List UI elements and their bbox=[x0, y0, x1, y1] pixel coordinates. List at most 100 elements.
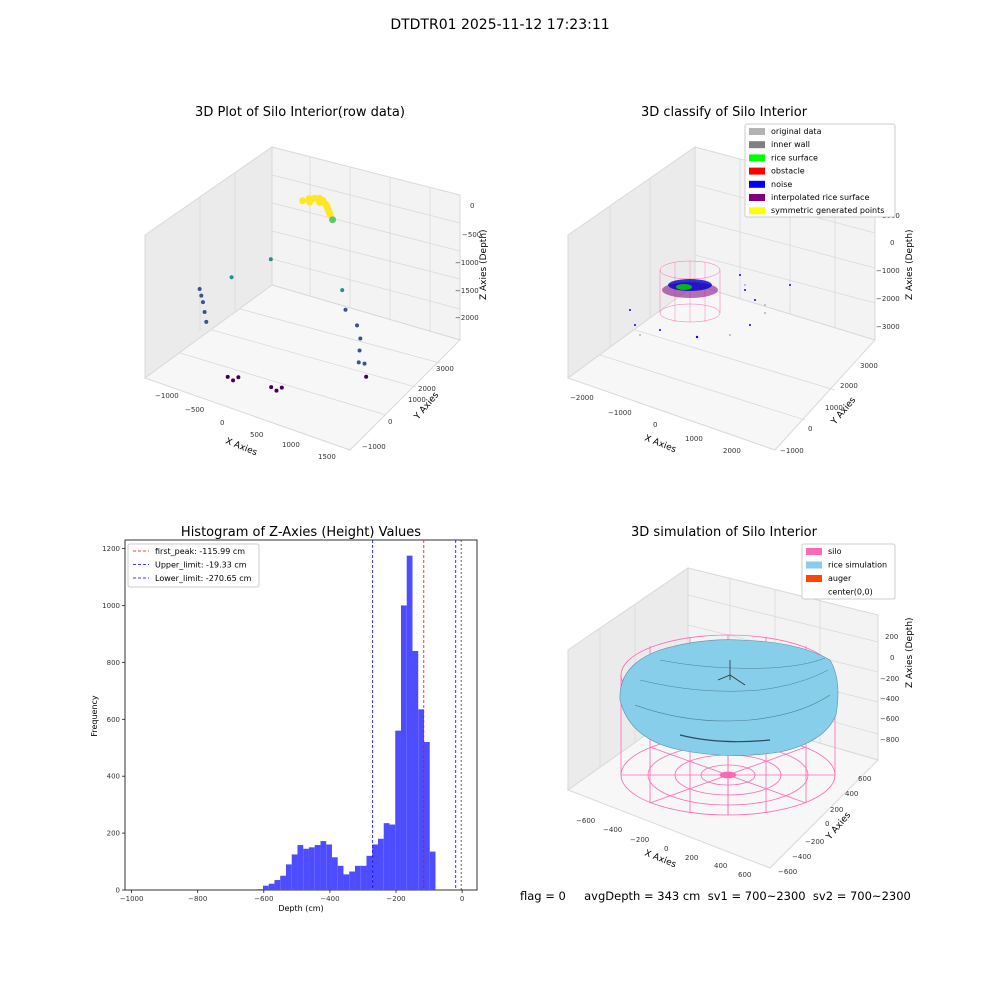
legend-swatch bbox=[806, 561, 822, 569]
x-tick-label: 2000 bbox=[723, 447, 741, 455]
y-tick-label: 0 bbox=[388, 418, 392, 426]
histogram-bar bbox=[331, 857, 338, 890]
histogram-bar bbox=[423, 742, 430, 890]
histogram-bar bbox=[274, 880, 281, 890]
z-tick-labels: 1000 0 −1000 −2000 −3000 bbox=[876, 212, 900, 331]
x-axis-label: X Axies bbox=[643, 434, 678, 456]
x-tick-labels: −600 −400 −200 0 200 400 600 bbox=[576, 817, 751, 879]
chart-title: 3D simulation of Silo Interior bbox=[631, 525, 818, 540]
x-tick-label: 0 bbox=[664, 845, 668, 853]
histogram-bar bbox=[400, 605, 407, 890]
legend-label: auger bbox=[828, 574, 852, 583]
data-point bbox=[204, 319, 209, 324]
histogram-bar bbox=[257, 889, 263, 890]
x-tick-label: −200 bbox=[386, 895, 405, 903]
histogram-bar bbox=[349, 871, 355, 890]
histogram-bar bbox=[389, 824, 396, 890]
legend-label: rice simulation bbox=[828, 561, 887, 570]
histogram-bar bbox=[314, 845, 321, 890]
legend-label: Lower_limit: -270.65 cm bbox=[155, 574, 252, 583]
histogram-bar bbox=[320, 841, 327, 890]
z-tick-label: 200 bbox=[885, 633, 898, 641]
z-tick-labels: 200 0 −200 −400 −600 −800 bbox=[880, 633, 899, 744]
x-tick-label: −400 bbox=[320, 895, 339, 903]
z-tick-label: −3000 bbox=[876, 323, 900, 331]
z-tick-label: −200 bbox=[880, 675, 899, 683]
x-tick-label: −400 bbox=[603, 826, 622, 834]
legend: original data inner wall rice surface obsta… bbox=[744, 123, 896, 218]
legend-label: first_peak: -115.99 cm bbox=[155, 547, 245, 556]
y-tick-label: −600 bbox=[778, 868, 797, 876]
data-point bbox=[358, 336, 363, 341]
legend-label: silo bbox=[828, 547, 842, 556]
legend-swatch bbox=[806, 548, 822, 555]
legend-label: symmetric generated points bbox=[771, 206, 884, 215]
x-tick-labels: −2000 −1000 0 1000 2000 bbox=[570, 394, 741, 455]
legend-label: noise bbox=[771, 180, 792, 189]
histogram-bar bbox=[354, 865, 361, 890]
x-tick-label: 0 bbox=[220, 419, 224, 427]
z-tick-label: −2000 bbox=[876, 295, 900, 303]
legend-label: rice surface bbox=[771, 153, 818, 162]
y-tick-label: 400 bbox=[845, 790, 858, 798]
raw-data-points bbox=[197, 194, 369, 393]
simulation-chart: 3D simulation of Silo Interior bbox=[540, 520, 980, 885]
data-point bbox=[329, 216, 337, 224]
data-point bbox=[274, 388, 279, 393]
y-tick-label: 400 bbox=[107, 773, 120, 781]
legend-swatch bbox=[749, 154, 765, 162]
data-point bbox=[355, 323, 360, 328]
data-point bbox=[299, 197, 307, 205]
z-tick-label: 0 bbox=[890, 654, 894, 662]
y-ticks: 0 200 400 600 800 1000 1200 bbox=[102, 545, 125, 895]
y-tick-label: 1000 bbox=[102, 602, 120, 610]
x-tick-label: 200 bbox=[685, 854, 698, 862]
x-tick-label: −1000 bbox=[608, 409, 632, 417]
y-tick-label: 3000 bbox=[436, 365, 454, 373]
histogram-bar bbox=[291, 854, 298, 890]
legend-label: Upper_limit: -19.33 cm bbox=[155, 561, 247, 570]
data-point bbox=[311, 194, 319, 202]
x-tick-label: −600 bbox=[254, 895, 273, 903]
x-axis-label: X Axies bbox=[643, 849, 678, 871]
data-point bbox=[325, 209, 333, 217]
y-tick-label: 200 bbox=[107, 830, 120, 838]
y-tick-label: 600 bbox=[107, 716, 120, 724]
data-point bbox=[231, 378, 236, 383]
y-tick-label: −200 bbox=[805, 838, 824, 846]
z-tick-label: −1000 bbox=[876, 267, 900, 275]
histogram-bar bbox=[285, 864, 292, 890]
z-tick-label: −800 bbox=[880, 736, 899, 744]
rice-surface bbox=[619, 639, 839, 756]
grid bbox=[179, 157, 461, 416]
data-point bbox=[364, 374, 369, 379]
y-tick-label: 0 bbox=[808, 425, 812, 433]
histogram-bar bbox=[418, 709, 424, 890]
histogram-bar bbox=[372, 844, 378, 890]
x-tick-label: −600 bbox=[576, 817, 595, 825]
legend-swatch bbox=[749, 194, 765, 201]
histogram-bar bbox=[280, 875, 286, 890]
data-point bbox=[340, 288, 345, 293]
classified-silo bbox=[629, 260, 791, 339]
chart-title: 3D Plot of Silo Interior(row data) bbox=[195, 105, 405, 120]
histogram-bar bbox=[262, 885, 269, 890]
status-line: flag = 0 avgDepth = 343 cm sv1 = 700~230… bbox=[520, 889, 911, 903]
y-tick-label: 0 bbox=[825, 820, 829, 828]
figure-title: DTDTR01 2025-11-12 17:23:11 bbox=[390, 17, 610, 33]
z-tick-labels: 0 −500 −1000 −1500 −2000 bbox=[455, 202, 481, 322]
legend-label: interpolated rice surface bbox=[771, 193, 869, 202]
x-tick-label: −800 bbox=[188, 895, 207, 903]
y-tick-label: 0 bbox=[116, 887, 120, 895]
y-tick-labels: −1000 0 1000 2000 3000 bbox=[362, 365, 454, 451]
data-point bbox=[279, 385, 284, 390]
x-tick-labels: −1000 −500 0 500 1000 1500 bbox=[155, 392, 336, 461]
raw-data-chart: 3D Plot of Silo Interior(row data) −1000… bbox=[100, 95, 520, 465]
y-tick-label: 800 bbox=[107, 659, 120, 667]
legend-label: original data bbox=[771, 127, 822, 136]
x-tick-label: −500 bbox=[185, 406, 204, 414]
y-tick-label: 3000 bbox=[860, 362, 878, 370]
histogram-bar bbox=[377, 838, 384, 890]
threshold-lines bbox=[372, 540, 462, 890]
z-tick-label: −1500 bbox=[455, 287, 479, 295]
